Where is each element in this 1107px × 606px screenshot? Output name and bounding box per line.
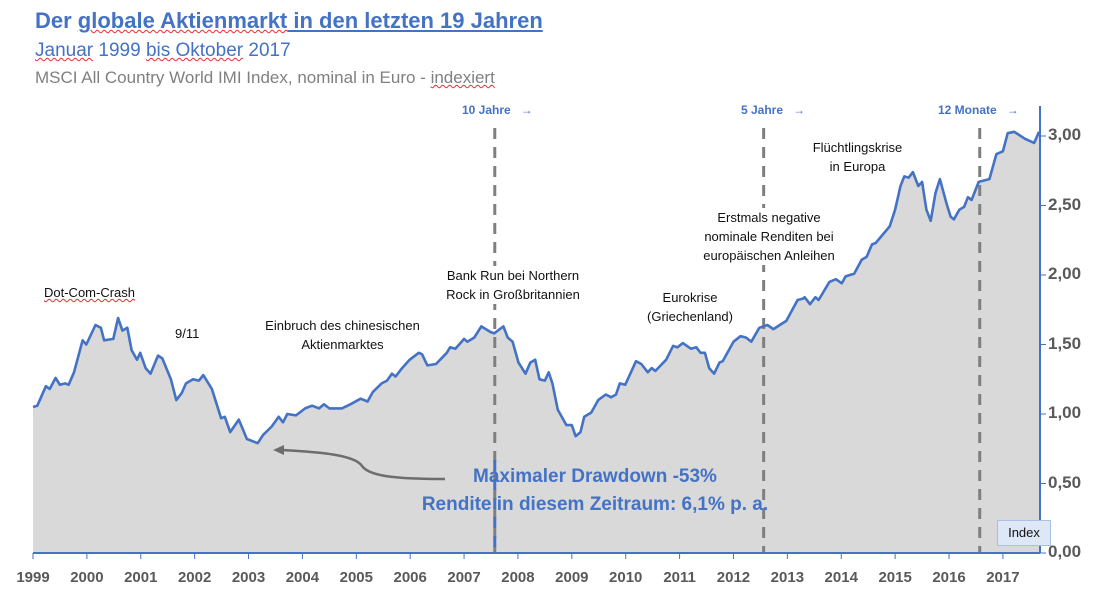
chart-title: Der globale Aktienmarkt in den letzten 1… bbox=[35, 8, 543, 34]
y-axis-unit-label: Index bbox=[997, 520, 1051, 546]
x-tick-label: 2004 bbox=[285, 569, 320, 586]
y-tick-label: 3,00 bbox=[1048, 125, 1082, 144]
chart-source: MSCI All Country World IMI Index, nomina… bbox=[35, 68, 495, 88]
y-tick-label: 2,00 bbox=[1048, 264, 1082, 283]
period-marker-5y: 5 Jahre → bbox=[741, 103, 806, 117]
subtitle-text: Januar bbox=[35, 40, 94, 61]
y-tick-label: 0,50 bbox=[1048, 472, 1082, 492]
series-area bbox=[33, 131, 1039, 554]
x-tick-label: 1999 bbox=[16, 569, 50, 586]
x-tick-label: 2011 bbox=[663, 569, 696, 586]
annotation-bankrun: Bank Run bei Northern Rock in Großbritann… bbox=[432, 266, 594, 304]
x-tick-label: 2007 bbox=[447, 569, 481, 586]
y-tick-label: 2,50 bbox=[1048, 194, 1082, 214]
period-marker-10y: 10 Jahre → bbox=[462, 103, 533, 117]
annotation-refugee: Flüchtlingskrise in Europa bbox=[812, 140, 903, 174]
annotation-eurokrise: Eurokrise (Griechenland) bbox=[647, 290, 733, 324]
source-text: indexiert bbox=[430, 68, 495, 87]
drawdown-arrow bbox=[281, 448, 446, 481]
x-tick-label: 2005 bbox=[339, 569, 373, 586]
x-tick-label: 2016 bbox=[932, 569, 966, 586]
title-text: in den letzten 19 Jahren bbox=[287, 8, 543, 33]
x-tick-label: 2012 bbox=[716, 569, 751, 586]
source-text: MSCI All Country World IMI Index, nomina… bbox=[35, 68, 431, 87]
y-tick-label: 1,00 bbox=[1048, 403, 1082, 422]
x-tick-label: 2014 bbox=[824, 569, 858, 586]
series-line bbox=[32, 130, 1041, 445]
y-tick-label: 0,00 bbox=[1048, 542, 1082, 561]
subtitle-text: 2017 bbox=[243, 40, 291, 61]
x-tick-label: 2008 bbox=[501, 569, 535, 586]
annotation-china: Einbruch des chinesischen Aktienmarktes bbox=[265, 318, 420, 352]
x-tick-label: 2015 bbox=[878, 569, 912, 586]
drawdown-arrowhead bbox=[273, 445, 284, 455]
x-tick-label: 2003 bbox=[231, 569, 266, 586]
annotation-911: 9/11 bbox=[175, 326, 200, 341]
period-marker-12m: 12 Monate → bbox=[938, 103, 1019, 117]
x-tick-label: 2000 bbox=[70, 569, 104, 586]
title-text: globale Aktienmarkt bbox=[77, 8, 288, 33]
title-text: Der bbox=[35, 8, 78, 33]
x-tick-label: 2013 bbox=[770, 569, 805, 586]
annotation-negative-yields: Erstmals negative nominale Renditen bei eu… bbox=[690, 208, 848, 265]
y-tick-label: 1,50 bbox=[1048, 333, 1082, 353]
drawdown-label: Maximaler Drawdown -53% bbox=[473, 466, 717, 487]
x-tick-label: 2009 bbox=[555, 569, 589, 586]
annotation-dotcom: Dot-Com-Crash bbox=[44, 285, 136, 300]
subtitle-text: 1999 bbox=[93, 40, 146, 61]
chart-subtitle: Januar 1999 bis Oktober 2017 bbox=[35, 40, 291, 62]
x-tick-label: 2002 bbox=[177, 569, 212, 586]
x-tick-label: 2001 bbox=[124, 569, 158, 586]
x-tick-label: 2006 bbox=[393, 569, 427, 586]
subtitle-text: bis Oktober bbox=[145, 40, 244, 61]
return-label: Rendite in diesem Zeitraum: 6,1% p. a. bbox=[421, 494, 769, 515]
x-tick-label: 2017 bbox=[986, 569, 1020, 586]
x-tick-label: 2010 bbox=[609, 569, 643, 586]
